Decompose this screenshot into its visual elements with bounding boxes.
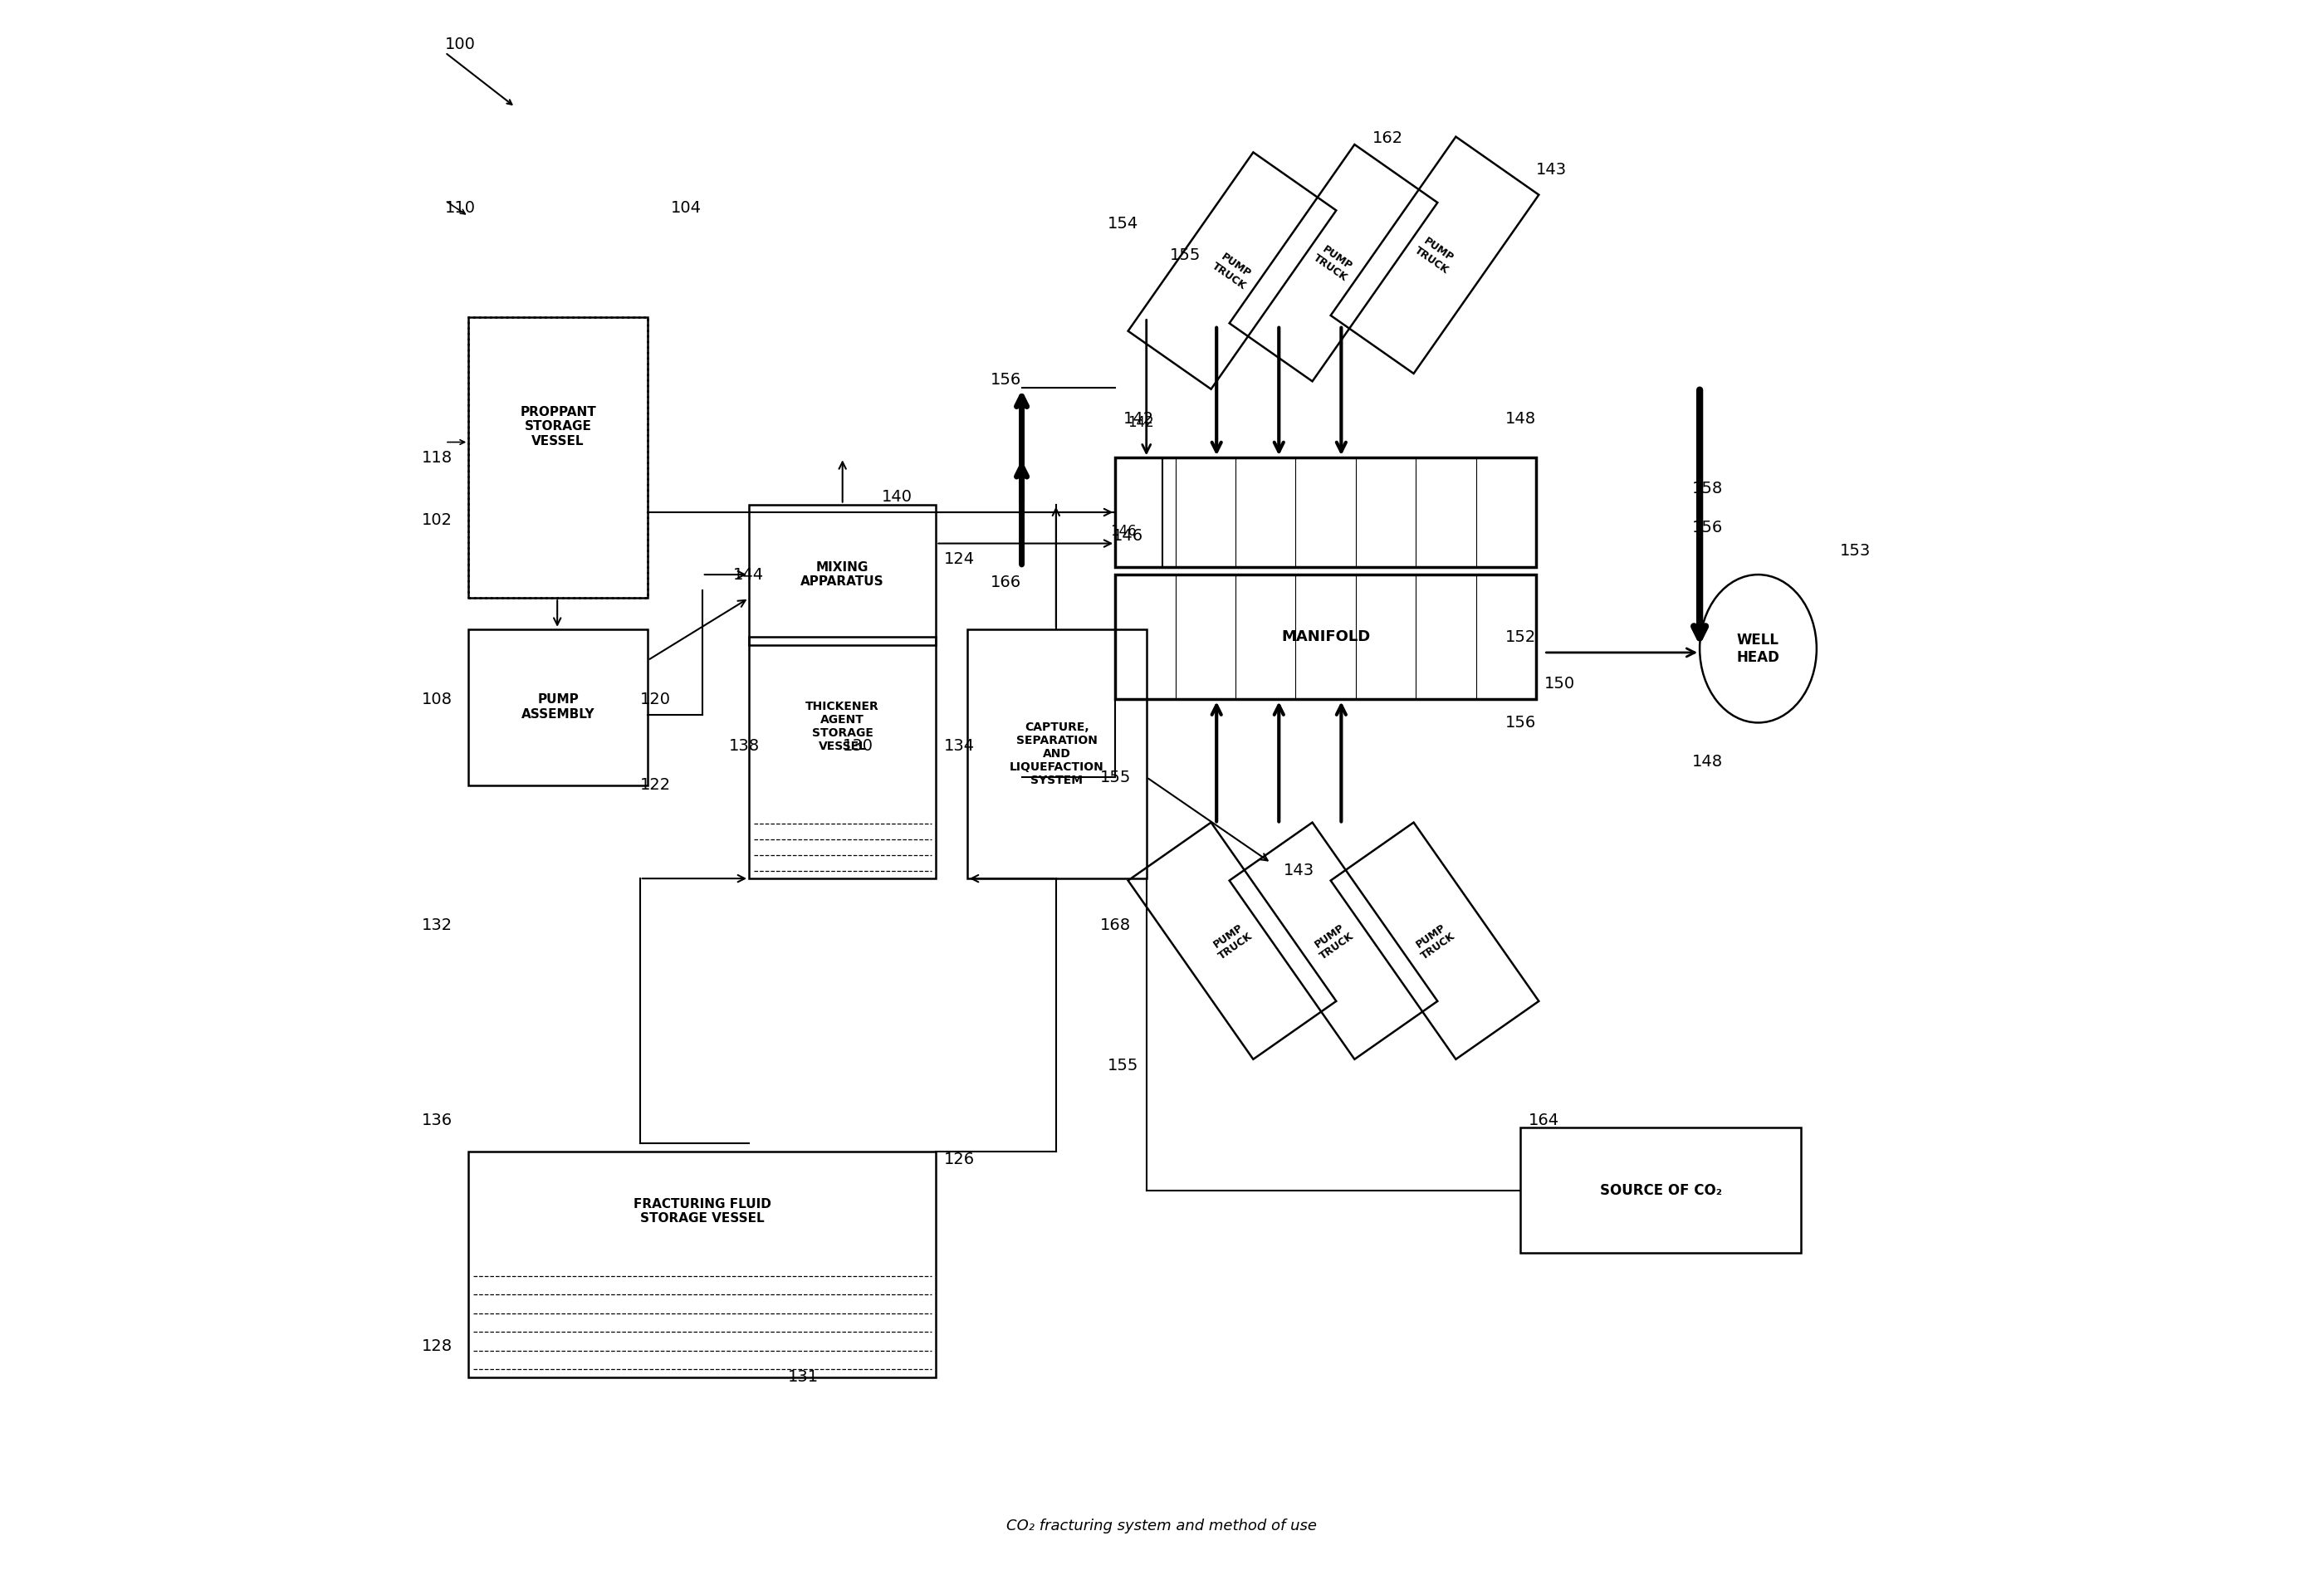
Text: 120: 120 [639,691,672,706]
Text: 143: 143 [1283,864,1315,879]
Bar [1116,458,1536,567]
Text: 155: 155 [1109,1058,1139,1074]
Text: 122: 122 [639,777,672,793]
Text: 146: 146 [1113,528,1143,543]
Bar [748,504,937,645]
Bar [748,637,937,879]
Text: 148: 148 [1692,754,1722,769]
Text: PUMP
TRUCK: PUMP TRUCK [1413,920,1457,961]
Text: SOURCE OF CO₂: SOURCE OF CO₂ [1599,1182,1722,1198]
Text: 128: 128 [421,1338,453,1353]
Text: 146: 146 [1111,524,1136,539]
Text: 132: 132 [421,917,453,933]
Text: PUMP
TRUCK: PUMP TRUCK [1413,234,1457,276]
Text: 104: 104 [672,201,702,217]
Text: 164: 164 [1529,1112,1559,1127]
Text: 136: 136 [421,1112,453,1127]
Text: CAPTURE,
SEPARATION
AND
LIQUEFACTION
SYSTEM: CAPTURE, SEPARATION AND LIQUEFACTION SYS… [1009,721,1104,787]
Text: 155: 155 [1169,246,1202,264]
Text: PUMP
ASSEMBLY: PUMP ASSEMBLY [521,694,595,721]
Bar [469,1151,937,1377]
Text: 142: 142 [1122,411,1153,427]
Text: PUMP
TRUCK: PUMP TRUCK [1311,242,1357,284]
Bar [1520,1127,1801,1253]
Text: 110: 110 [446,201,476,217]
Text: CO₂ fracturing system and method of use: CO₂ fracturing system and method of use [1006,1518,1318,1532]
Text: 158: 158 [1692,480,1722,496]
Text: 152: 152 [1506,630,1536,645]
Text: PUMP
TRUCK: PUMP TRUCK [1208,250,1255,292]
Text: 166: 166 [990,575,1020,590]
Text: 143: 143 [1536,162,1566,177]
Bar [469,317,648,598]
Text: 131: 131 [788,1369,818,1385]
Text: WELL
HEAD: WELL HEAD [1736,633,1780,664]
Text: 144: 144 [734,567,765,582]
Text: 126: 126 [944,1151,974,1167]
Text: 118: 118 [421,451,453,466]
Text: 130: 130 [844,738,874,754]
Text: 108: 108 [421,691,453,706]
Text: 134: 134 [944,738,974,754]
Text: MANIFOLD: MANIFOLD [1281,630,1371,644]
Text: 102: 102 [421,512,453,528]
Text: 100: 100 [446,36,476,53]
Text: PUMP
TRUCK: PUMP TRUCK [1208,920,1255,961]
Text: 154: 154 [1109,217,1139,232]
Bar [469,317,648,598]
Text: FRACTURING FLUID
STORAGE VESSEL: FRACTURING FLUID STORAGE VESSEL [634,1198,772,1225]
Text: 156: 156 [990,372,1023,388]
Text: 140: 140 [881,488,913,504]
Text: PUMP
TRUCK: PUMP TRUCK [1311,920,1357,961]
Text: 124: 124 [944,551,974,567]
Text: THICKENER
AGENT
STORAGE
VESSEL: THICKENER AGENT STORAGE VESSEL [806,700,878,752]
Text: 150: 150 [1543,675,1576,692]
Text: 138: 138 [730,738,760,754]
Bar [967,630,1146,879]
Text: 148: 148 [1506,411,1536,427]
Text: 156: 156 [1506,714,1536,730]
Text: 168: 168 [1099,917,1129,933]
Bar [469,630,648,785]
Text: 156: 156 [1692,520,1722,535]
Bar [1116,575,1536,699]
Text: 142: 142 [1127,414,1155,430]
Text: 162: 162 [1373,130,1404,146]
Text: MIXING
APPARATUS: MIXING APPARATUS [802,560,883,589]
Text: PROPPANT
STORAGE
VESSEL: PROPPANT STORAGE VESSEL [521,407,597,447]
Text: 155: 155 [1099,769,1132,785]
Text: 153: 153 [1841,543,1871,559]
